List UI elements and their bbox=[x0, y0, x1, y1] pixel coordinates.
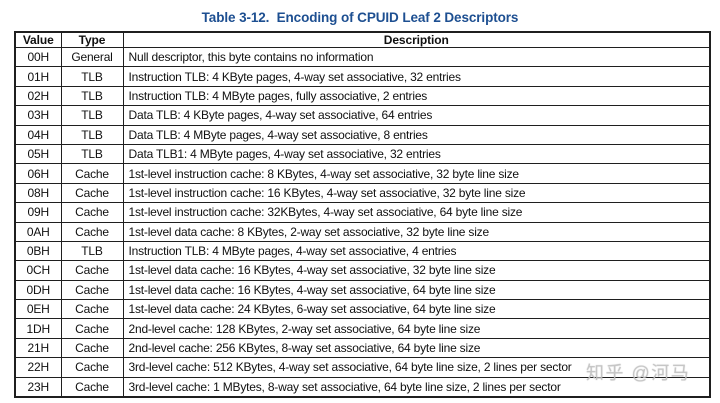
table-row: 05H TLB Data TLB1: 4 MByte pages, 4-way se… bbox=[14, 143, 711, 165]
table-title: Table 3-12. Encoding of CPUID Leaf 2 Des… bbox=[201, 10, 519, 25]
cell-description: Instruction TLB: 4 MByte pages, fully as… bbox=[122, 85, 711, 107]
cell-type: Cache bbox=[60, 163, 124, 184]
cell-value: 22H bbox=[14, 357, 62, 378]
cell-value: 0EH bbox=[14, 299, 62, 320]
cell-description: 2nd-level cache: 128 KBytes, 2-way set a… bbox=[122, 318, 711, 339]
cell-description: 2nd-level cache: 256 KBytes, 8-way set a… bbox=[122, 337, 711, 359]
cell-type: TLB bbox=[60, 143, 124, 165]
table-row: 0BH TLB Instruction TLB: 4 MByte pages, 4-… bbox=[14, 240, 711, 262]
cell-type: Cache bbox=[60, 357, 124, 378]
table-row: 04H TLB Data TLB: 4 MByte pages, 4-way set… bbox=[14, 124, 711, 145]
cell-type: Cache bbox=[60, 260, 124, 281]
table-row: 03H TLB Data TLB: 4 KByte pages, 4-way set… bbox=[14, 105, 711, 126]
table-row: 23H Cache 3rd-level cache: 1 MBytes, 8-way… bbox=[14, 376, 711, 398]
cell-description: 1st-level data cache: 16 KBytes, 4-way s… bbox=[122, 260, 711, 281]
table-row: 0AH Cache 1st-level data cache: 8 KBytes, … bbox=[14, 221, 711, 242]
cell-type: General bbox=[60, 46, 124, 68]
cell-description: Instruction TLB: 4 MByte pages, 4-way se… bbox=[122, 240, 711, 262]
table-row: 21H Cache 2nd-level cache: 256 KBytes, 8-w… bbox=[14, 337, 711, 359]
cell-type: TLB bbox=[60, 66, 124, 87]
cell-value: 0DH bbox=[14, 279, 62, 301]
cell-type: Cache bbox=[60, 221, 124, 242]
table-row: 09H Cache 1st-level instruction cache: 32K… bbox=[14, 202, 711, 223]
cell-type: TLB bbox=[60, 240, 124, 262]
cell-description: 1st-level instruction cache: 32KBytes, 4… bbox=[122, 202, 711, 223]
cell-description: 1st-level data cache: 16 KBytes, 4-way s… bbox=[122, 279, 711, 301]
table-row: 0DH Cache 1st-level data cache: 16 KBytes,… bbox=[14, 279, 711, 301]
cell-type: Cache bbox=[60, 299, 124, 320]
table-header: Value Type Description bbox=[14, 31, 711, 48]
table-row: 02H TLB Instruction TLB: 4 MByte pages, fu… bbox=[14, 85, 711, 107]
cell-value: 02H bbox=[14, 85, 62, 107]
cell-value: 04H bbox=[14, 124, 62, 145]
header-row: Value Type Description bbox=[14, 31, 711, 48]
table-row: 01H TLB Instruction TLB: 4 KByte pages, 4-… bbox=[14, 66, 711, 87]
cell-value: 09H bbox=[14, 202, 62, 223]
cell-value: 0AH bbox=[14, 221, 62, 242]
cell-type: TLB bbox=[60, 105, 124, 126]
table-row: 06H Cache 1st-level instruction cache: 8 K… bbox=[14, 163, 711, 184]
cell-value: 21H bbox=[14, 337, 62, 359]
column-header-description: Description bbox=[122, 31, 711, 48]
table-row: 22H Cache 3rd-level cache: 512 KBytes, 4-w… bbox=[14, 357, 711, 378]
cell-value: 00H bbox=[14, 46, 62, 68]
cell-value: 23H bbox=[14, 376, 62, 398]
cell-description: 3rd-level cache: 1 MBytes, 8-way set ass… bbox=[122, 376, 711, 398]
cell-type: Cache bbox=[60, 202, 124, 223]
cell-description: Null descriptor, this byte contains no i… bbox=[122, 46, 711, 68]
cell-value: 05H bbox=[14, 143, 62, 165]
table-row: 0CH Cache 1st-level data cache: 16 KBytes,… bbox=[14, 260, 711, 281]
cell-type: Cache bbox=[60, 279, 124, 301]
cell-description: 1st-level instruction cache: 16 KBytes, … bbox=[122, 182, 711, 204]
cell-description: 1st-level instruction cache: 8 KBytes, 4… bbox=[122, 163, 711, 184]
cell-description: 1st-level data cache: 8 KBytes, 2-way se… bbox=[122, 221, 711, 242]
cell-description: Data TLB: 4 KByte pages, 4-way set assoc… bbox=[122, 105, 711, 126]
cell-value: 03H bbox=[14, 105, 62, 126]
cell-type: Cache bbox=[60, 337, 124, 359]
cell-description: Data TLB1: 4 MByte pages, 4-way set asso… bbox=[122, 143, 711, 165]
cell-value: 08H bbox=[14, 182, 62, 204]
table-body: 00H General Null descriptor, this byte con… bbox=[14, 46, 711, 398]
cell-value: 1DH bbox=[14, 318, 62, 339]
table-row: 0EH Cache 1st-level data cache: 24 KBytes,… bbox=[14, 299, 711, 320]
cpuid-leaf2-descriptor-table: Value Type Description 00H General Null de… bbox=[14, 31, 711, 398]
cell-value: 01H bbox=[14, 66, 62, 87]
cell-description: Data TLB: 4 MByte pages, 4-way set assoc… bbox=[122, 124, 711, 145]
cell-type: TLB bbox=[60, 124, 124, 145]
column-header-value: Value bbox=[14, 31, 62, 48]
column-header-type: Type bbox=[60, 31, 124, 48]
cell-type: Cache bbox=[60, 318, 124, 339]
cell-description: 1st-level data cache: 24 KBytes, 6-way s… bbox=[122, 299, 711, 320]
cell-value: 06H bbox=[14, 163, 62, 184]
cell-type: Cache bbox=[60, 376, 124, 398]
cell-value: 0BH bbox=[14, 240, 62, 262]
cell-type: Cache bbox=[60, 182, 124, 204]
table-row: 00H General Null descriptor, this byte con… bbox=[14, 46, 711, 68]
cell-type: TLB bbox=[60, 85, 124, 107]
table-row: 1DH Cache 2nd-level cache: 128 KBytes, 2-w… bbox=[14, 318, 711, 339]
cell-description: 3rd-level cache: 512 KBytes, 4-way set a… bbox=[122, 357, 711, 378]
cell-description: Instruction TLB: 4 KByte pages, 4-way se… bbox=[122, 66, 711, 87]
table-row: 08H Cache 1st-level instruction cache: 16 … bbox=[14, 182, 711, 204]
cell-value: 0CH bbox=[14, 260, 62, 281]
